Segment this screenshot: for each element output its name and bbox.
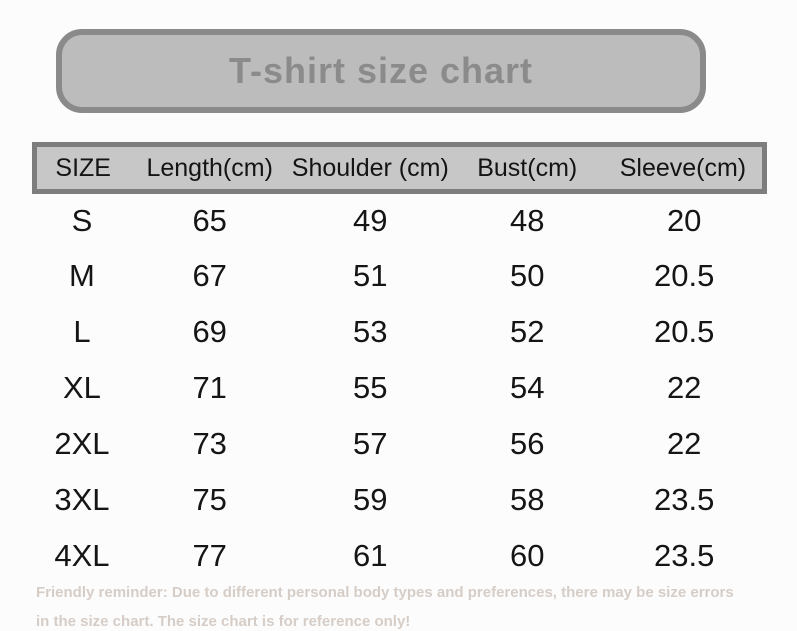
sleeve-cell: 20 [666, 202, 702, 238]
shoulder-cell: 49 [353, 202, 388, 238]
sleeve-cell: 22 [666, 369, 702, 405]
page-title: T-shirt size chart [228, 50, 534, 91]
shoulder-cell: 55 [353, 369, 388, 405]
length-cell: 75 [192, 481, 227, 517]
size-table: SIZE Length(cm) Shoulder (cm) Bust(cm) S… [32, 142, 767, 584]
table-row: XL 71 55 54 22 [35, 360, 765, 416]
bust-cell: 58 [509, 481, 545, 517]
shoulder-cell: 61 [353, 537, 388, 573]
header-row: SIZE Length(cm) Shoulder (cm) Bust(cm) S… [32, 142, 767, 194]
shoulder-cell: 53 [353, 313, 388, 349]
size-cell: 3XL [54, 481, 110, 517]
shoulder-cell: 57 [353, 425, 388, 461]
bust-cell: 52 [509, 313, 545, 349]
length-cell: 67 [192, 257, 227, 293]
table-row: 2XL 73 57 56 22 [35, 416, 765, 472]
table-row: M 67 51 50 20.5 [35, 248, 765, 304]
shoulder-cell: 51 [353, 257, 388, 293]
sleeve-cell: 20.5 [654, 313, 715, 349]
length-cell: 65 [192, 202, 227, 238]
size-table-header: SIZE Length(cm) Shoulder (cm) Bust(cm) S… [32, 142, 767, 194]
bust-cell: 60 [509, 537, 545, 573]
size-cell: S [71, 202, 93, 238]
shoulder-cell: 59 [353, 481, 388, 517]
bust-cell: 50 [509, 257, 545, 293]
title-banner: T-shirt size chart [56, 29, 706, 113]
sleeve-cell: 23.5 [654, 537, 715, 573]
length-cell: 77 [192, 537, 227, 573]
table-row: L 69 53 52 20.5 [35, 304, 765, 360]
size-cell: XL [62, 369, 101, 405]
bust-cell: 54 [509, 369, 545, 405]
col-header-size: SIZE [32, 142, 130, 194]
col-header-sleeve: Sleeve(cm) [603, 142, 767, 194]
length-cell: 71 [192, 369, 227, 405]
table-row: 4XL 77 61 60 23.5 [35, 528, 765, 584]
col-header-shoulder: Shoulder (cm) [289, 142, 451, 194]
sleeve-cell: 22 [666, 425, 702, 461]
length-cell: 73 [192, 425, 227, 461]
sleeve-cell: 20.5 [654, 257, 715, 293]
col-header-length: Length(cm) [129, 142, 290, 194]
sleeve-cell: 23.5 [654, 481, 715, 517]
size-cell: L [73, 313, 91, 349]
size-cell: M [69, 257, 95, 293]
table-row: S 65 49 48 20 [35, 192, 765, 248]
col-header-bust: Bust(cm) [450, 142, 604, 194]
size-cell: 2XL [54, 425, 110, 461]
size-table-body: S 65 49 48 20 M 67 51 50 20.5 L 69 53 52… [35, 192, 765, 584]
bust-cell: 56 [509, 425, 545, 461]
length-cell: 69 [192, 313, 227, 349]
footer-disclaimer: Friendly reminder: Due to different pers… [36, 584, 734, 630]
table-row: 3XL 75 59 58 23.5 [35, 472, 765, 528]
size-cell: 4XL [54, 537, 110, 573]
bust-cell: 48 [509, 202, 545, 238]
